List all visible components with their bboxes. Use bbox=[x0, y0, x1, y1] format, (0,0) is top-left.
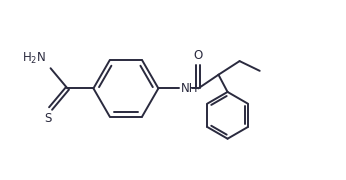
Text: H$_2$N: H$_2$N bbox=[21, 51, 46, 66]
Text: S: S bbox=[44, 112, 52, 125]
Text: NH: NH bbox=[181, 82, 199, 95]
Text: O: O bbox=[194, 49, 203, 62]
